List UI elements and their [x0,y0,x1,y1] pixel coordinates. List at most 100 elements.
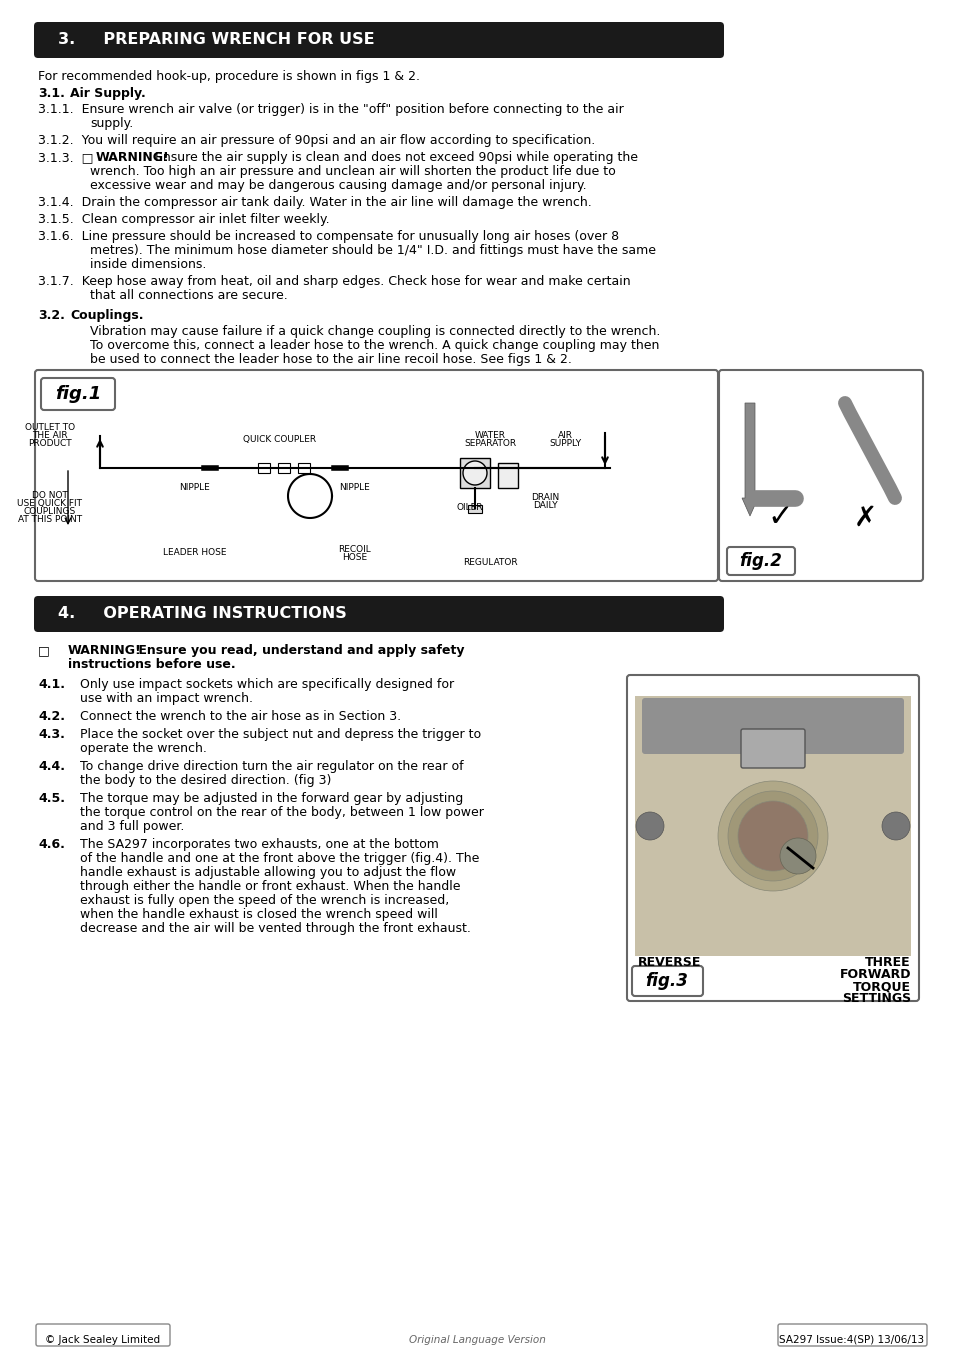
Text: SUPPLY: SUPPLY [548,439,580,448]
Text: To overcome this, connect a leader hose to the wrench. A quick change coupling m: To overcome this, connect a leader hose … [90,338,659,352]
Text: DAILY: DAILY [532,501,557,510]
Text: instructions before use.: instructions before use. [68,658,235,672]
Text: 3.     PREPARING WRENCH FOR USE: 3. PREPARING WRENCH FOR USE [58,32,375,47]
Text: the torque control on the rear of the body, between 1 low power: the torque control on the rear of the bo… [80,806,483,819]
Text: REGULATOR: REGULATOR [462,558,517,567]
Text: 3.1.: 3.1. [38,87,65,100]
Text: RECOIL: RECOIL [338,546,371,554]
Text: For recommended hook-up, procedure is shown in figs 1 & 2.: For recommended hook-up, procedure is sh… [38,70,419,83]
Text: 3.1.1.  Ensure wrench air valve (or trigger) is in the "off" position before con: 3.1.1. Ensure wrench air valve (or trigg… [38,103,623,116]
Circle shape [462,460,486,485]
FancyBboxPatch shape [36,1324,170,1346]
Text: Place the socket over the subject nut and depress the trigger to: Place the socket over the subject nut an… [80,728,480,741]
Text: OUTLET TO: OUTLET TO [25,422,75,432]
Circle shape [636,812,663,839]
Text: WARNING!: WARNING! [68,645,142,657]
Text: supply.: supply. [90,116,133,130]
Text: HOSE: HOSE [342,552,367,562]
FancyBboxPatch shape [719,370,923,581]
FancyBboxPatch shape [34,22,723,58]
Text: inside dimensions.: inside dimensions. [90,259,206,271]
Text: □: □ [38,645,50,657]
Text: 4.3.: 4.3. [38,728,65,741]
Text: © Jack Sealey Limited: © Jack Sealey Limited [46,1335,160,1345]
Text: 3.1.6.  Line pressure should be increased to compensate for unusually long air h: 3.1.6. Line pressure should be increased… [38,230,618,242]
Text: 4.2.: 4.2. [38,709,65,723]
Text: handle exhaust is adjustable allowing you to adjust the flow: handle exhaust is adjustable allowing yo… [80,867,456,879]
Text: decrease and the air will be vented through the front exhaust.: decrease and the air will be vented thro… [80,922,471,936]
Text: 4.6.: 4.6. [38,838,65,852]
Text: SEPARATOR: SEPARATOR [463,439,516,448]
Text: Ensure you read, understand and apply safety: Ensure you read, understand and apply sa… [133,645,464,657]
Text: 3.1.5.  Clean compressor air inlet filter weekly.: 3.1.5. Clean compressor air inlet filter… [38,213,330,226]
Text: 4.     OPERATING INSTRUCTIONS: 4. OPERATING INSTRUCTIONS [58,607,346,621]
Text: LEADER HOSE: LEADER HOSE [163,548,227,556]
Bar [277,463,290,473]
FancyBboxPatch shape [34,596,723,632]
Text: 3.1.3.  □: 3.1.3. □ [38,152,97,164]
Text: THREE: THREE [864,956,910,969]
Text: THE AIR: THE AIR [32,431,68,440]
Text: SA297 Issue:4(SP) 13/06/13: SA297 Issue:4(SP) 13/06/13 [779,1335,923,1345]
FancyArrow shape [741,403,758,516]
Bar [497,463,517,487]
Bar [297,463,310,473]
FancyBboxPatch shape [631,965,702,997]
Text: WARNING!: WARNING! [96,152,170,164]
Text: Original Language Version: Original Language Version [408,1335,545,1345]
Text: through either the handle or front exhaust. When the handle: through either the handle or front exhau… [80,880,460,894]
Text: 3.1.4.  Drain the compressor air tank daily. Water in the air line will damage t: 3.1.4. Drain the compressor air tank dai… [38,196,591,209]
Text: PRODUCT: PRODUCT [29,439,71,448]
Circle shape [882,812,909,839]
Text: Air Supply.: Air Supply. [70,87,146,100]
Text: To change drive direction turn the air regulator on the rear of: To change drive direction turn the air r… [80,760,463,773]
Text: The SA297 incorporates two exhausts, one at the bottom: The SA297 incorporates two exhausts, one… [80,838,438,852]
Text: 3.1.7.  Keep hose away from heat, oil and sharp edges. Check hose for wear and m: 3.1.7. Keep hose away from heat, oil and… [38,275,630,288]
Circle shape [718,781,827,891]
Text: operate the wrench.: operate the wrench. [80,742,207,756]
Text: OILER: OILER [456,502,483,512]
Text: SETTINGS: SETTINGS [841,992,910,1005]
Text: NIPPLE: NIPPLE [179,483,211,492]
Text: QUICK COUPLER: QUICK COUPLER [243,435,316,444]
Text: Vibration may cause failure if a quick change coupling is connected directly to : Vibration may cause failure if a quick c… [90,325,659,338]
Text: 4.4.: 4.4. [38,760,65,773]
Text: fig.2: fig.2 [739,552,781,570]
Text: COUPLINGS: COUPLINGS [24,506,76,516]
Text: of the handle and one at the front above the trigger (fig.4). The: of the handle and one at the front above… [80,852,478,865]
Text: Only use impact sockets which are specifically designed for: Only use impact sockets which are specif… [80,678,454,691]
FancyBboxPatch shape [641,699,903,754]
Text: wrench. Too high an air pressure and unclean air will shorten the product life d: wrench. Too high an air pressure and unc… [90,165,615,177]
Text: AT THIS POINT: AT THIS POINT [18,515,82,524]
Text: ✗: ✗ [853,504,876,532]
Text: the body to the desired direction. (fig 3): the body to the desired direction. (fig … [80,774,331,787]
Text: DO NOT: DO NOT [32,492,68,500]
Text: FORWARD: FORWARD [839,968,910,982]
Text: 3.1.2.  You will require an air pressure of 90psi and an air flow according to s: 3.1.2. You will require an air pressure … [38,134,595,148]
Text: when the handle exhaust is closed the wrench speed will: when the handle exhaust is closed the wr… [80,909,437,921]
Text: metres). The minimum hose diameter should be 1/4" I.D. and fittings must have th: metres). The minimum hose diameter shoul… [90,244,656,257]
FancyBboxPatch shape [726,547,794,575]
Text: NIPPLE: NIPPLE [339,483,370,492]
Text: WATER: WATER [474,431,505,440]
Bar [468,505,481,513]
Text: Ensure the air supply is clean and does not exceed 90psi while operating the: Ensure the air supply is clean and does … [151,152,638,164]
Text: use with an impact wrench.: use with an impact wrench. [80,692,253,705]
FancyBboxPatch shape [626,676,918,1001]
Text: The torque may be adjusted in the forward gear by adjusting: The torque may be adjusted in the forwar… [80,792,463,806]
Text: fig.1: fig.1 [55,385,101,403]
Text: DRAIN: DRAIN [530,493,558,502]
FancyBboxPatch shape [778,1324,926,1346]
Bar [257,463,270,473]
Text: ✓: ✓ [766,504,792,532]
Text: excessive wear and may be dangerous causing damage and/or personal injury.: excessive wear and may be dangerous caus… [90,179,586,192]
Text: and 3 full power.: and 3 full power. [80,821,184,833]
Text: Couplings.: Couplings. [70,309,143,322]
Text: exhaust is fully open the speed of the wrench is increased,: exhaust is fully open the speed of the w… [80,894,449,907]
Text: 3.2.: 3.2. [38,309,65,322]
Text: Connect the wrench to the air hose as in Section 3.: Connect the wrench to the air hose as in… [80,709,400,723]
Circle shape [727,791,817,881]
Bar [459,458,490,487]
Circle shape [738,802,807,871]
Text: AIR: AIR [557,431,572,440]
